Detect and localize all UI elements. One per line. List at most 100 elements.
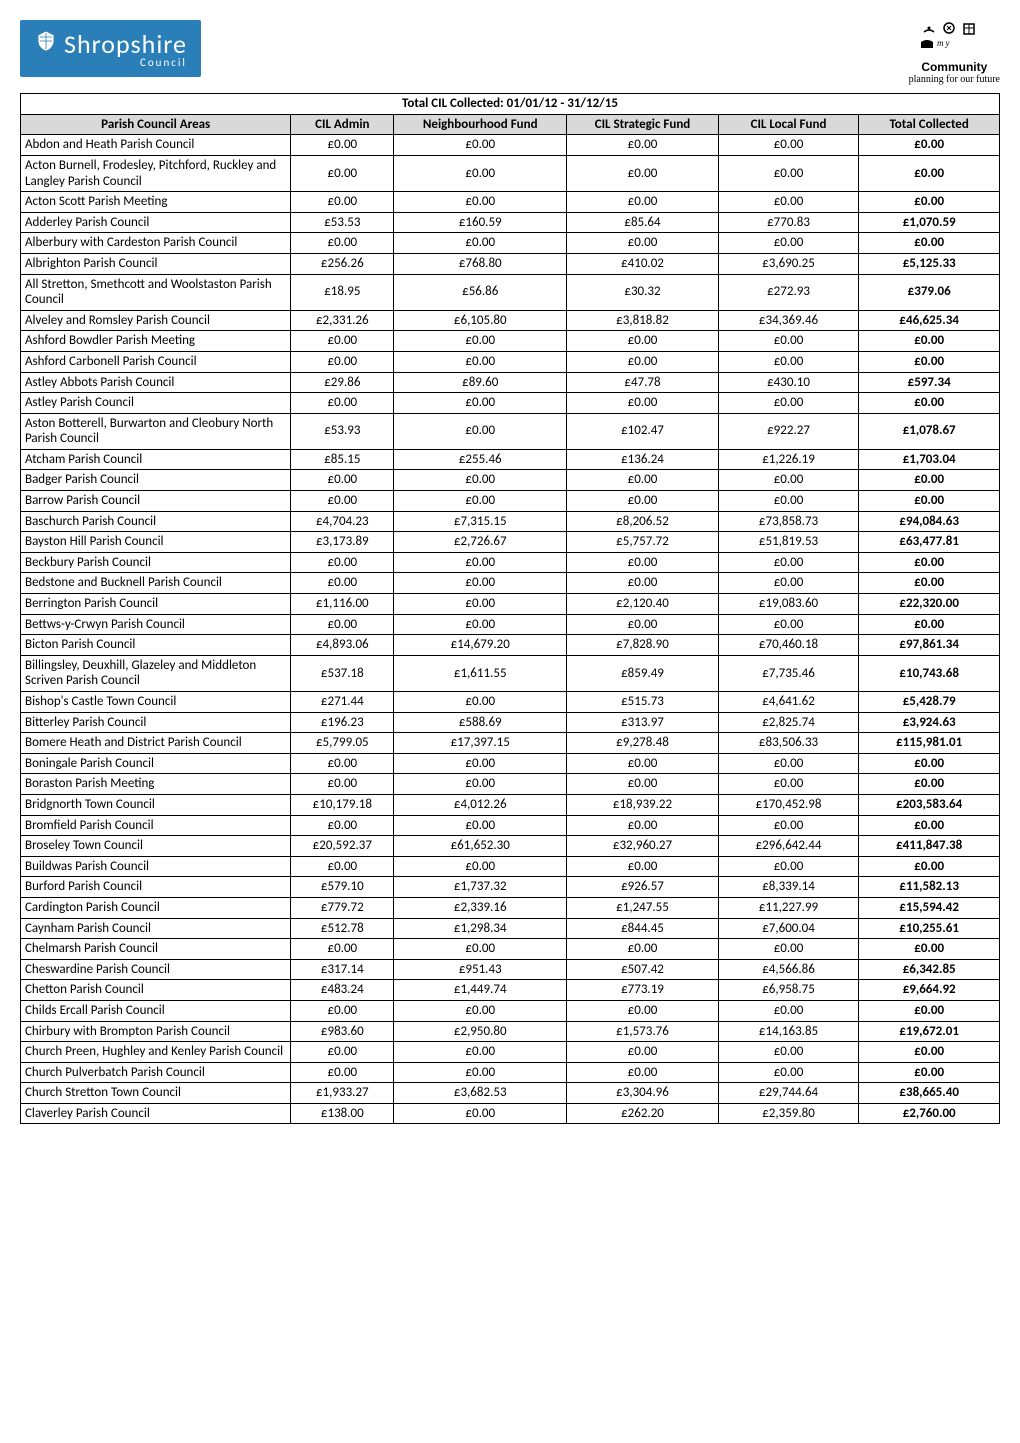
- value-cell: £0.00: [291, 192, 394, 213]
- value-cell: £0.00: [291, 1062, 394, 1083]
- value-cell: £0.00: [567, 1042, 718, 1063]
- total-cell: £0.00: [859, 1042, 1000, 1063]
- shield-icon: [34, 28, 58, 60]
- table-row: Aston Botterell, Burwarton and Cleobury …: [21, 413, 1000, 449]
- table-row: Boraston Parish Meeting£0.00£0.00£0.00£0…: [21, 774, 1000, 795]
- value-cell: £160.59: [394, 212, 567, 233]
- value-cell: £0.00: [394, 939, 567, 960]
- parish-name-cell: Billingsley, Deuxhill, Glazeley and Midd…: [21, 655, 291, 691]
- value-cell: £17,397.15: [394, 733, 567, 754]
- parish-name-cell: Ashford Bowdler Parish Meeting: [21, 331, 291, 352]
- value-cell: £0.00: [291, 1000, 394, 1021]
- table-row: Claverley Parish Council£138.00£0.00£262…: [21, 1103, 1000, 1124]
- parish-name-cell: Alberbury with Cardeston Parish Council: [21, 233, 291, 254]
- table-row: Bettws-y-Crwyn Parish Council£0.00£0.00£…: [21, 614, 1000, 635]
- parish-name-cell: Bishop's Castle Town Council: [21, 692, 291, 713]
- table-row: Bedstone and Bucknell Parish Council£0.0…: [21, 573, 1000, 594]
- value-cell: £0.00: [567, 573, 718, 594]
- value-cell: £0.00: [567, 614, 718, 635]
- total-cell: £0.00: [859, 192, 1000, 213]
- parish-name-cell: Bromfield Parish Council: [21, 815, 291, 836]
- value-cell: £430.10: [718, 372, 859, 393]
- parish-name-cell: Chetton Parish Council: [21, 980, 291, 1001]
- table-row: Berrington Parish Council£1,116.00£0.00£…: [21, 594, 1000, 615]
- value-cell: £2,331.26: [291, 310, 394, 331]
- parish-name-cell: Caynham Parish Council: [21, 918, 291, 939]
- value-cell: £51,819.53: [718, 532, 859, 553]
- value-cell: £0.00: [291, 491, 394, 512]
- value-cell: £0.00: [567, 192, 718, 213]
- value-cell: £0.00: [718, 1042, 859, 1063]
- col-header: Total Collected: [859, 114, 1000, 135]
- value-cell: £0.00: [394, 1042, 567, 1063]
- value-cell: £768.80: [394, 253, 567, 274]
- table-row: Buildwas Parish Council£0.00£0.00£0.00£0…: [21, 856, 1000, 877]
- value-cell: £4,641.62: [718, 692, 859, 713]
- value-cell: £537.18: [291, 655, 394, 691]
- value-cell: £0.00: [291, 552, 394, 573]
- total-cell: £0.00: [859, 774, 1000, 795]
- col-header: CIL Local Fund: [718, 114, 859, 135]
- parish-name-cell: Childs Ercall Parish Council: [21, 1000, 291, 1021]
- value-cell: £20,592.37: [291, 836, 394, 857]
- table-row: Albrighton Parish Council£256.26£768.80£…: [21, 253, 1000, 274]
- parish-name-cell: Bettws-y-Crwyn Parish Council: [21, 614, 291, 635]
- value-cell: £102.47: [567, 413, 718, 449]
- table-row: Church Pulverbatch Parish Council£0.00£0…: [21, 1062, 1000, 1083]
- total-cell: £0.00: [859, 815, 1000, 836]
- parish-name-cell: Barrow Parish Council: [21, 491, 291, 512]
- value-cell: £0.00: [567, 753, 718, 774]
- parish-name-cell: Chirbury with Brompton Parish Council: [21, 1021, 291, 1042]
- value-cell: £18.95: [291, 274, 394, 310]
- table-row: Caynham Parish Council£512.78£1,298.34£8…: [21, 918, 1000, 939]
- total-cell: £0.00: [859, 331, 1000, 352]
- table-row: Bishop's Castle Town Council£271.44£0.00…: [21, 692, 1000, 713]
- total-cell: £19,672.01: [859, 1021, 1000, 1042]
- value-cell: £1,933.27: [291, 1083, 394, 1104]
- table-row: Church Stretton Town Council£1,933.27£3,…: [21, 1083, 1000, 1104]
- total-cell: £15,594.42: [859, 897, 1000, 918]
- cil-table: Total CIL Collected: 01/01/12 - 31/12/15…: [20, 93, 1000, 1124]
- total-cell: £63,477.81: [859, 532, 1000, 553]
- value-cell: £0.00: [718, 155, 859, 191]
- col-header: CIL Strategic Fund: [567, 114, 718, 135]
- value-cell: £0.00: [394, 413, 567, 449]
- table-row: Barrow Parish Council£0.00£0.00£0.00£0.0…: [21, 491, 1000, 512]
- total-cell: £0.00: [859, 491, 1000, 512]
- table-row: Alberbury with Cardeston Parish Council £…: [21, 233, 1000, 254]
- table-row: Bridgnorth Town Council£10,179.18£4,012.…: [21, 794, 1000, 815]
- value-cell: £0.00: [291, 573, 394, 594]
- value-cell: £7,600.04: [718, 918, 859, 939]
- value-cell: £0.00: [567, 233, 718, 254]
- value-cell: £170,452.98: [718, 794, 859, 815]
- value-cell: £3,682.53: [394, 1083, 567, 1104]
- value-cell: £0.00: [718, 552, 859, 573]
- total-cell: £0.00: [859, 135, 1000, 156]
- value-cell: £0.00: [567, 815, 718, 836]
- value-cell: £83,506.33: [718, 733, 859, 754]
- parish-name-cell: Church Pulverbatch Parish Council: [21, 1062, 291, 1083]
- col-header: Neighbourhood Fund: [394, 114, 567, 135]
- value-cell: £85.64: [567, 212, 718, 233]
- value-cell: £7,735.46: [718, 655, 859, 691]
- value-cell: £0.00: [718, 331, 859, 352]
- total-cell: £38,665.40: [859, 1083, 1000, 1104]
- total-cell: £203,583.64: [859, 794, 1000, 815]
- table-row: Billingsley, Deuxhill, Glazeley and Midd…: [21, 655, 1000, 691]
- value-cell: £0.00: [394, 1103, 567, 1124]
- total-cell: £0.00: [859, 552, 1000, 573]
- total-cell: £1,703.04: [859, 449, 1000, 470]
- value-cell: £0.00: [291, 470, 394, 491]
- value-cell: £507.42: [567, 959, 718, 980]
- value-cell: £89.60: [394, 372, 567, 393]
- table-row: Broseley Town Council£20,592.37£61,652.3…: [21, 836, 1000, 857]
- parish-name-cell: Boraston Parish Meeting: [21, 774, 291, 795]
- value-cell: £1,449.74: [394, 980, 567, 1001]
- value-cell: £0.00: [394, 856, 567, 877]
- value-cell: £0.00: [291, 351, 394, 372]
- table-row: Chelmarsh Parish Council£0.00£0.00£0.00£…: [21, 939, 1000, 960]
- total-cell: £0.00: [859, 856, 1000, 877]
- value-cell: £3,304.96: [567, 1083, 718, 1104]
- col-header: CIL Admin: [291, 114, 394, 135]
- value-cell: £0.00: [718, 393, 859, 414]
